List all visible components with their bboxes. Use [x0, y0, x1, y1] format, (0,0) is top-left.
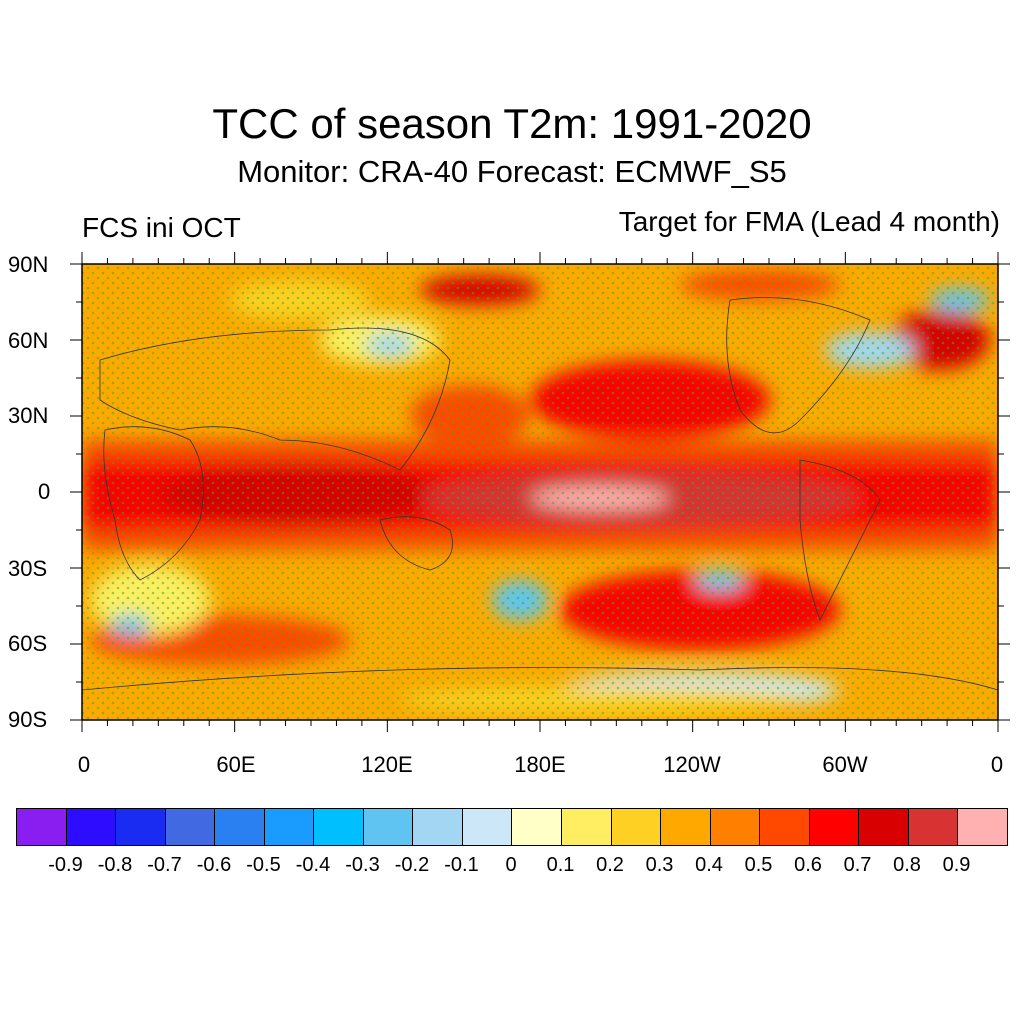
colorbar-swatch [462, 809, 513, 845]
colorbar-label: 0.8 [893, 854, 921, 876]
lat-label: 0 [38, 479, 51, 504]
colorbar-swatch [215, 809, 265, 845]
colorbar-swatch [116, 809, 166, 845]
lat-label: 90N [8, 252, 49, 277]
colorbar-label: -0.8 [97, 854, 133, 876]
correlation-map [70, 252, 1010, 732]
colorbar-label: 0.5 [744, 854, 773, 876]
colorbar-label: -0.2 [394, 854, 430, 876]
colorbar-label: -0.3 [345, 854, 380, 876]
colorbar-label: 0.6 [794, 854, 822, 876]
colorbar-swatch [17, 809, 67, 845]
init-label: FCS ini OCT [82, 212, 241, 243]
lon-label: 180E [514, 752, 566, 777]
colorbar-label: -0.4 [295, 854, 331, 876]
colorbar-swatch [760, 809, 810, 845]
colorbar-label: -0.6 [196, 854, 232, 876]
lat-label: 60N [8, 328, 49, 353]
colorbar-label: -0.5 [246, 854, 281, 876]
lat-label: 30N [8, 403, 49, 428]
colorbar-label: -0.9 [48, 854, 83, 876]
colorbar-label: 0.3 [645, 854, 674, 876]
colorbar-label: 0.7 [843, 854, 872, 876]
colorbar-label: 0 [505, 854, 517, 876]
lat-label: 60S [8, 631, 48, 656]
colorbar-label: -0.7 [147, 854, 182, 876]
colorbar-label: 0.2 [596, 854, 624, 876]
colorbar-swatch [264, 809, 315, 845]
colorbar-swatch [958, 809, 1007, 845]
colorbar-label: 0.9 [942, 854, 971, 876]
colorbar-swatch [661, 809, 711, 845]
coastlines [82, 297, 998, 691]
colorbar-label: 0.4 [695, 854, 723, 876]
target-label: Target for FMA (Lead 4 month) [618, 206, 1000, 237]
lon-label: 120E [361, 752, 413, 777]
colorbar-swatch [908, 809, 959, 845]
colorbar-swatch [363, 809, 414, 845]
chart-subtitle: Monitor: CRA-40 Forecast: ECMWF_S5 [237, 154, 787, 189]
colorbar-swatch [66, 809, 117, 845]
lat-label: 90S [8, 707, 48, 732]
colorbar-swatch [710, 809, 761, 845]
colorbar-label: -0.1 [444, 854, 479, 876]
colorbar-label: 0.1 [546, 854, 575, 876]
lon-label: 0 [990, 752, 1004, 777]
colorbar-swatch [611, 809, 662, 845]
colorbar-swatch [165, 809, 216, 845]
lon-label: 0 [77, 752, 91, 777]
colorbar [16, 808, 1008, 846]
colorbar-swatch [413, 809, 463, 845]
colorbar-swatch [314, 809, 364, 845]
colorbar-swatch [859, 809, 909, 845]
map-field [82, 264, 998, 720]
colorbar-swatch [512, 809, 563, 845]
colorbar-swatch [562, 809, 612, 845]
lat-label: 30S [8, 556, 48, 581]
chart-title: TCC of season T2m: 1991-2020 [212, 100, 812, 147]
lon-label: 60W [822, 752, 868, 777]
lon-label: 60E [216, 752, 256, 777]
lon-label: 120W [663, 752, 721, 777]
colorbar-swatch [809, 809, 860, 845]
